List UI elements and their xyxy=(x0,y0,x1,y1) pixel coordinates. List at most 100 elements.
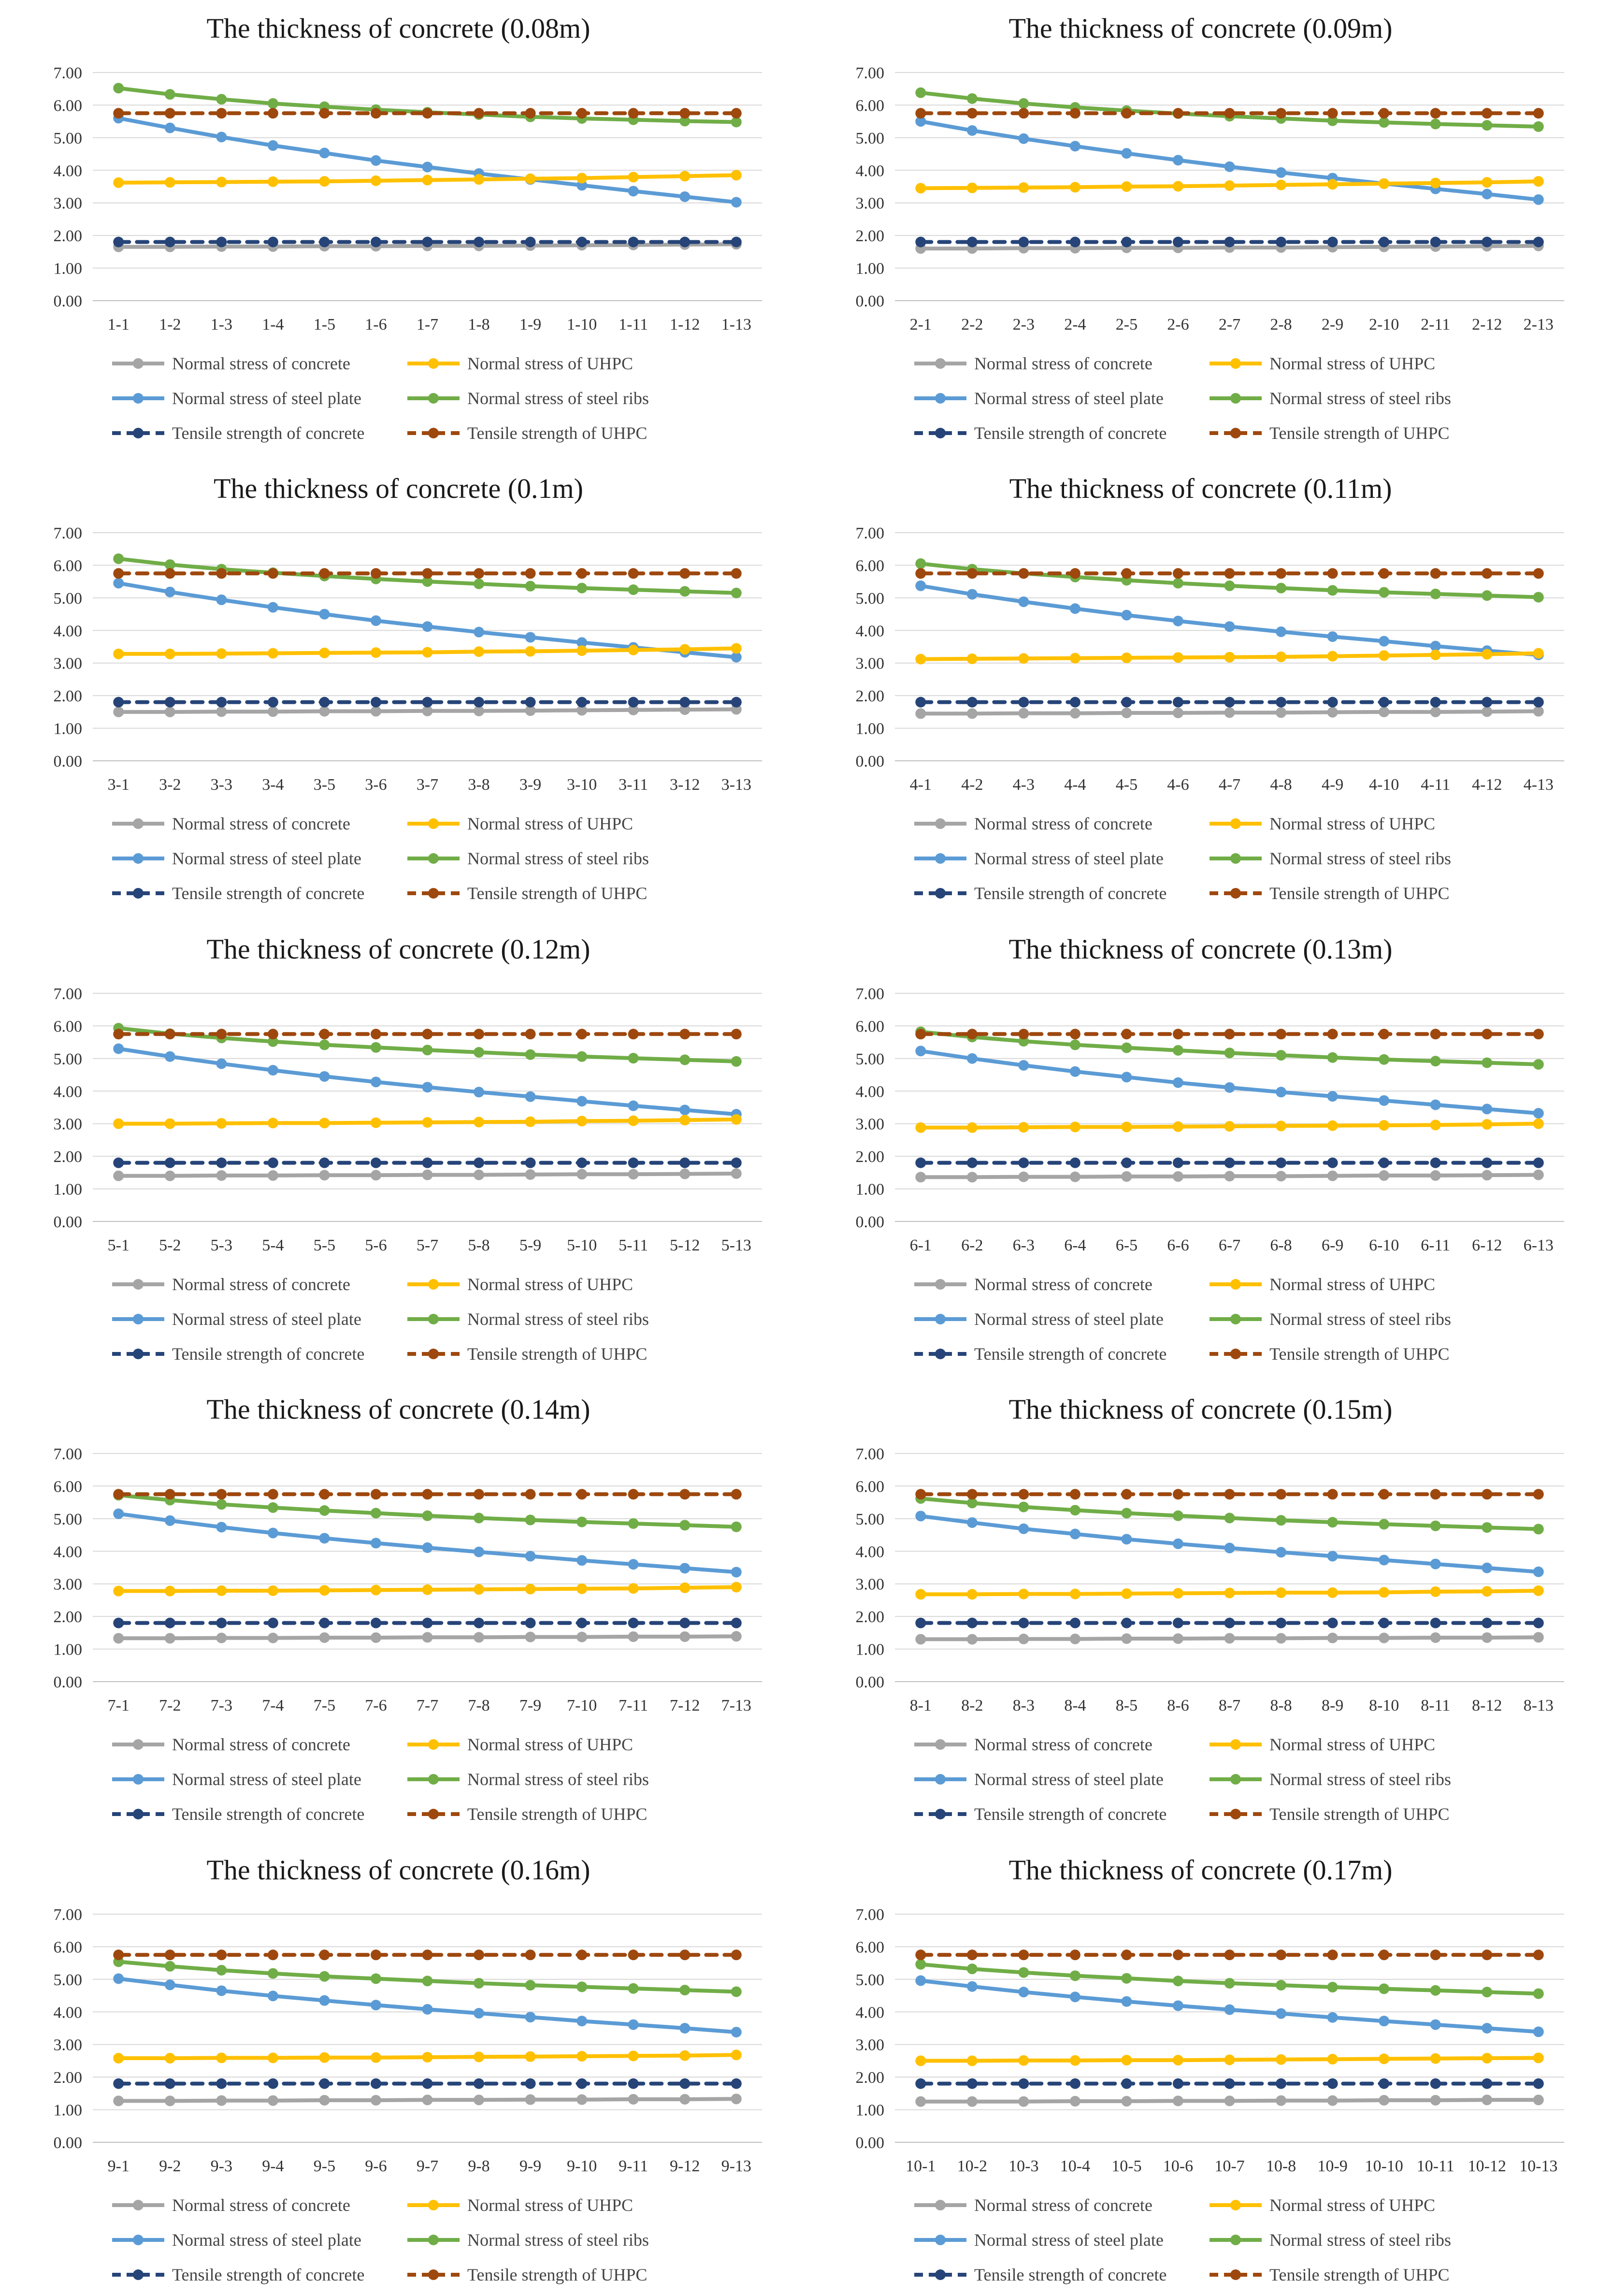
data-point-normal-stress-of-concrete xyxy=(1224,2095,1235,2107)
data-point-normal-stress-of-steel-ribs xyxy=(474,578,485,589)
legend-label: Normal stress of steel plate xyxy=(172,389,361,408)
data-point-normal-stress-of-uhpc xyxy=(1018,182,1029,193)
data-point-normal-stress-of-steel-plate xyxy=(164,122,175,133)
data-point-normal-stress-of-concrete xyxy=(474,1169,485,1180)
chart-panel: The thickness of concrete (0.1m) 0.00 1.00… xyxy=(54,473,762,903)
data-point-normal-stress-of-steel-plate xyxy=(576,1096,588,1107)
data-point-normal-stress-of-uhpc xyxy=(1327,2054,1338,2065)
x-tick-label: 1-10 xyxy=(567,316,597,334)
data-point-tensile-strength-of-uhpc xyxy=(525,108,536,119)
data-point-normal-stress-of-concrete xyxy=(1224,1633,1235,1644)
data-point-normal-stress-of-steel-ribs xyxy=(1482,1522,1493,1533)
data-point-normal-stress-of-steel-plate xyxy=(319,609,330,620)
data-point-normal-stress-of-uhpc xyxy=(1069,182,1080,193)
data-point-normal-stress-of-uhpc xyxy=(1276,2054,1287,2065)
data-point-normal-stress-of-steel-ribs xyxy=(267,1968,278,1979)
data-point-normal-stress-of-uhpc xyxy=(628,644,639,655)
data-point-tensile-strength-of-uhpc xyxy=(1533,1949,1544,1961)
data-point-normal-stress-of-steel-ribs xyxy=(216,1964,227,1976)
data-point-tensile-strength-of-concrete xyxy=(164,2078,175,2089)
y-tick-label: 5.00 xyxy=(54,1511,83,1528)
data-point-tensile-strength-of-concrete xyxy=(731,236,742,247)
data-point-normal-stress-of-steel-plate xyxy=(628,2019,639,2030)
data-point-normal-stress-of-steel-plate xyxy=(679,191,691,202)
data-point-normal-stress-of-uhpc xyxy=(1069,653,1080,664)
data-point-normal-stress-of-steel-ribs xyxy=(1018,1967,1029,1978)
data-point-normal-stress-of-uhpc xyxy=(1172,1121,1183,1132)
data-point-tensile-strength-of-concrete xyxy=(113,697,124,708)
y-tick-label: 1.00 xyxy=(856,720,885,738)
legend-label: Tensile strength of UHPC xyxy=(1269,884,1449,903)
data-point-tensile-strength-of-uhpc xyxy=(164,108,175,119)
legend-label: Normal stress of steel plate xyxy=(172,2230,361,2250)
legend-swatch-marker xyxy=(935,2235,946,2245)
data-point-normal-stress-of-uhpc xyxy=(915,2055,926,2066)
legend-swatch-marker xyxy=(935,1349,946,1359)
x-tick-label: 5-5 xyxy=(314,1236,335,1254)
legend-label: Normal stress of concrete xyxy=(974,354,1152,373)
x-tick-label: 5-2 xyxy=(159,1236,181,1254)
data-point-normal-stress-of-concrete xyxy=(422,1632,433,1643)
legend-swatch-marker xyxy=(428,393,439,404)
data-point-normal-stress-of-concrete xyxy=(576,2094,588,2105)
x-tick-label: 6-8 xyxy=(1270,1236,1292,1254)
data-point-normal-stress-of-steel-ribs xyxy=(1327,1517,1338,1528)
data-point-normal-stress-of-uhpc xyxy=(216,176,227,188)
data-point-tensile-strength-of-concrete xyxy=(1121,2078,1132,2089)
data-point-tensile-strength-of-uhpc xyxy=(915,1489,926,1500)
data-point-tensile-strength-of-concrete xyxy=(628,236,639,247)
data-point-tensile-strength-of-concrete xyxy=(1276,236,1287,247)
data-point-normal-stress-of-uhpc xyxy=(422,174,433,186)
x-tick-label: 7-5 xyxy=(314,1697,335,1715)
x-tick-label: 2-7 xyxy=(1219,316,1240,334)
data-point-tensile-strength-of-concrete xyxy=(370,1617,381,1628)
x-tick-label: 1-1 xyxy=(108,316,130,334)
data-point-normal-stress-of-steel-plate xyxy=(216,594,227,605)
chart-panel: The thickness of concrete (0.08m) 0.00 1.0… xyxy=(54,13,762,443)
data-point-normal-stress-of-steel-ribs xyxy=(1172,578,1183,589)
x-tick-label: 5-4 xyxy=(262,1236,284,1254)
y-tick-label: 4.00 xyxy=(54,2004,83,2021)
data-point-normal-stress-of-uhpc xyxy=(679,1582,691,1593)
data-point-tensile-strength-of-uhpc xyxy=(1379,1949,1390,1961)
data-point-tensile-strength-of-concrete xyxy=(731,697,742,708)
y-tick-label: 6.00 xyxy=(856,97,885,115)
data-point-normal-stress-of-concrete xyxy=(1430,1632,1441,1643)
data-point-tensile-strength-of-concrete xyxy=(1327,236,1338,247)
data-point-tensile-strength-of-uhpc xyxy=(576,1489,588,1500)
x-tick-label: 6-12 xyxy=(1472,1236,1502,1254)
data-point-normal-stress-of-uhpc xyxy=(267,2052,278,2063)
data-point-normal-stress-of-uhpc xyxy=(1069,2055,1080,2066)
legend-swatch-marker xyxy=(428,1349,439,1359)
data-point-tensile-strength-of-concrete xyxy=(422,1617,433,1628)
data-point-normal-stress-of-steel-ribs xyxy=(628,1053,639,1064)
data-point-normal-stress-of-concrete xyxy=(966,708,978,719)
data-point-normal-stress-of-uhpc xyxy=(915,654,926,665)
data-point-normal-stress-of-uhpc xyxy=(422,2052,433,2063)
data-point-normal-stress-of-concrete xyxy=(1069,708,1080,719)
legend-swatch-marker xyxy=(428,888,439,899)
data-point-tensile-strength-of-uhpc xyxy=(1224,1029,1235,1040)
data-point-normal-stress-of-uhpc xyxy=(216,1118,227,1129)
data-point-normal-stress-of-concrete xyxy=(1379,2095,1390,2106)
data-point-normal-stress-of-uhpc xyxy=(164,1118,175,1129)
data-point-tensile-strength-of-concrete xyxy=(525,1157,536,1168)
legend-swatch-marker xyxy=(935,358,946,369)
data-point-tensile-strength-of-concrete xyxy=(1018,2078,1029,2089)
data-point-normal-stress-of-steel-ribs xyxy=(1430,118,1441,130)
data-point-normal-stress-of-steel-ribs xyxy=(113,83,124,94)
data-point-normal-stress-of-steel-ribs xyxy=(1327,1982,1338,1993)
data-point-normal-stress-of-uhpc xyxy=(966,182,978,193)
x-tick-label: 3-8 xyxy=(468,776,490,794)
x-tick-label: 3-9 xyxy=(519,776,541,794)
data-point-normal-stress-of-steel-ribs xyxy=(966,1963,978,1975)
data-point-normal-stress-of-uhpc xyxy=(164,648,175,659)
data-point-normal-stress-of-steel-ribs xyxy=(113,553,124,564)
data-point-tensile-strength-of-uhpc xyxy=(164,1949,175,1961)
y-tick-label: 7.00 xyxy=(54,1445,83,1463)
x-tick-label: 3-7 xyxy=(417,776,438,794)
data-point-tensile-strength-of-concrete xyxy=(525,697,536,708)
data-point-normal-stress-of-steel-ribs xyxy=(1327,585,1338,596)
data-point-normal-stress-of-steel-plate xyxy=(1430,640,1441,652)
